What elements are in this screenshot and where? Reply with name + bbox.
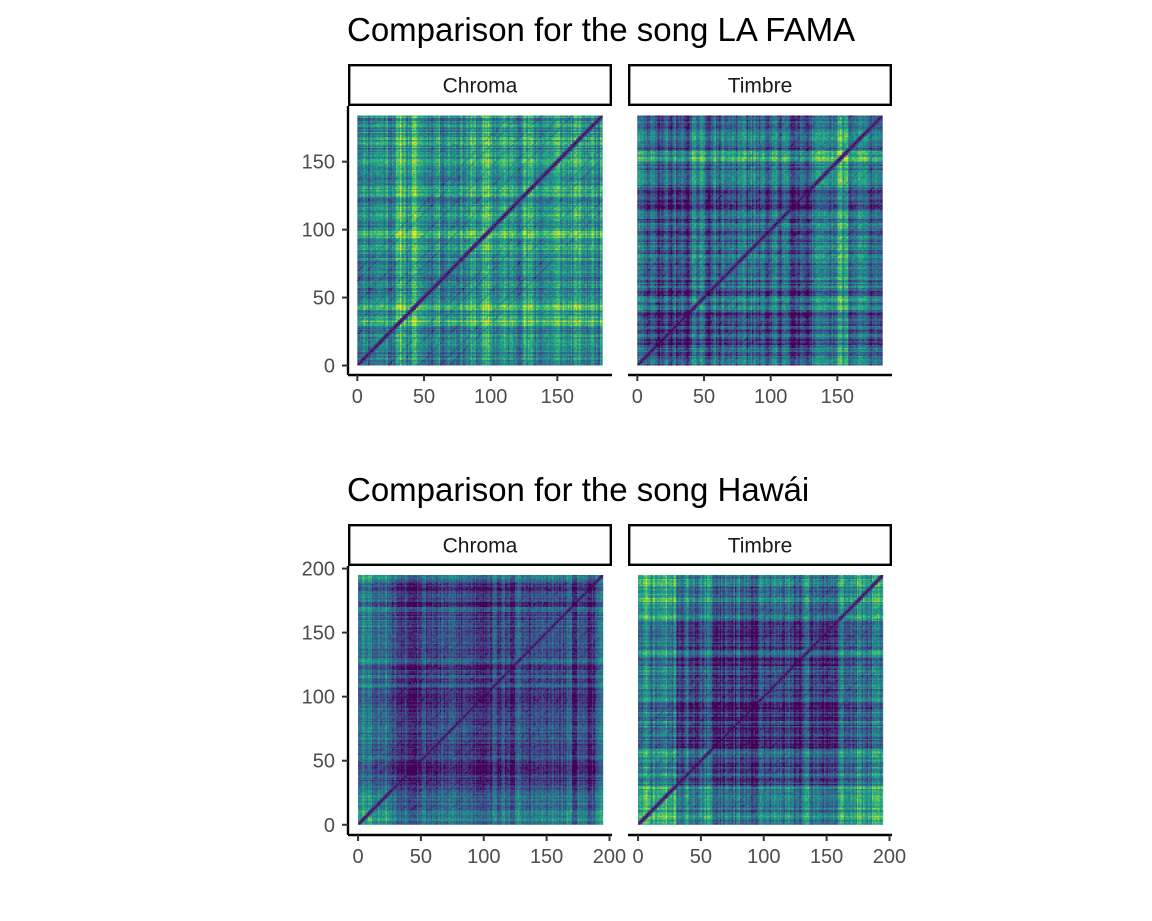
y-tick-label: 0 [324,355,335,377]
x-tick-label: 200 [593,846,626,868]
x-tick-label: 50 [693,386,715,408]
facet-label: Chroma [443,75,518,98]
x-tick-label: 100 [754,386,787,408]
x-tick-label: 150 [541,386,574,408]
x-tick-label: 50 [410,846,432,868]
heatmap-cells [638,574,884,825]
facet-label: Timbre [728,535,793,558]
x-tick-label: 100 [747,846,780,868]
panel-timbre: Timbre 0 50 100 150 [628,63,893,408]
facet-strip [628,524,893,567]
heatmap-cells [637,115,883,366]
figure-1: Comparison for the song LA FAMA Chroma 0 50… [302,11,893,408]
x-tick-label: 200 [873,846,906,868]
y-tick-label: 100 [302,687,335,709]
heatmap-cells [358,574,604,825]
x-tick-label: 0 [632,846,643,868]
y-tick-label: 50 [313,751,335,773]
y-tick-label: 0 [324,815,335,837]
x-tick-label: 0 [352,846,363,868]
x-tick-label: 0 [352,386,363,408]
y-tick-label: 50 [313,288,335,310]
y-tick-label: 150 [302,152,335,174]
facet-label: Chroma [443,535,518,558]
x-tick-label: 150 [821,386,854,408]
x-tick-label: 50 [413,386,435,408]
facet-strip [348,524,613,567]
x-tick-label: 150 [810,846,843,868]
x-tick-label: 50 [690,846,712,868]
panel-chroma: Chroma 0 50 100 150 0 50 100 150 [302,63,613,408]
facet-label: Timbre [728,75,793,98]
y-tick-label: 150 [302,623,335,645]
x-tick-label: 0 [632,386,643,408]
y-tick-label: 100 [302,220,335,242]
facet-strip [348,63,613,106]
x-tick-label: 100 [474,386,507,408]
panel-timbre: Timbre 0 50 100 150 200 [628,524,906,868]
chart-title: Comparison for the song LA FAMA [347,11,855,48]
x-tick-label: 100 [467,846,500,868]
panel-chroma: Chroma 0 50 100 150 200 0 50 100 150 200 [302,524,626,868]
heatmap-cells [357,115,603,366]
chart-title: Comparison for the song Hawái [347,471,809,508]
facet-strip [628,63,893,106]
y-tick-label: 200 [302,559,335,581]
x-tick-label: 150 [530,846,563,868]
figure-2: Comparison for the song Hawái Chroma 0 50 10… [302,471,907,868]
